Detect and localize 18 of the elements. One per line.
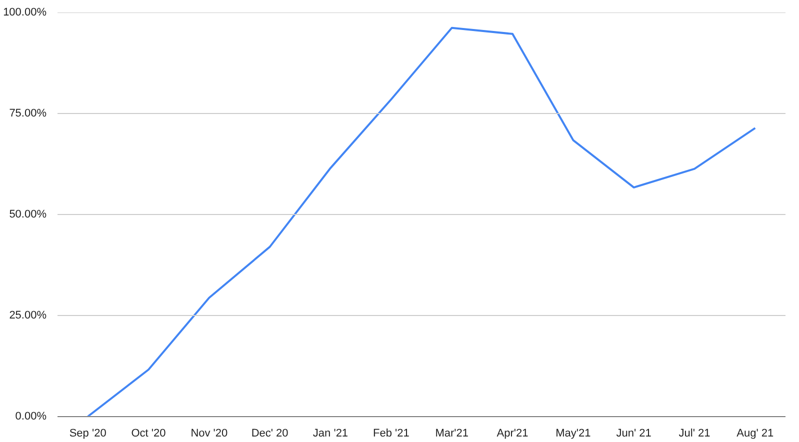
line-series: [86, 26, 756, 416]
y-tick-label: 100.00%: [3, 6, 47, 18]
x-tick-label: Oct '20: [131, 428, 166, 440]
y-tick-label: 75.00%: [9, 108, 47, 120]
y-tick-label: 25.00%: [9, 310, 47, 322]
x-tick-label: Jul' 21: [678, 428, 710, 440]
x-tick-label: Mar'21: [435, 428, 468, 440]
x-tick-label: Dec' 20: [251, 428, 288, 440]
x-tick-label: Jun' 21: [616, 428, 652, 440]
x-tick-label: Aug' 21: [736, 428, 774, 440]
x-tick-label: Feb '21: [372, 428, 410, 440]
x-tick-label: Sep '20: [69, 428, 106, 440]
x-tick-label: Nov '20: [190, 428, 228, 440]
x-tick-label: Apr'21: [496, 428, 528, 440]
y-tick-label: 50.00%: [9, 208, 47, 220]
y-tick-label: 0.00%: [15, 410, 47, 422]
x-tick-label: Jan '21: [312, 428, 348, 440]
x-tick-label: May'21: [556, 428, 591, 440]
